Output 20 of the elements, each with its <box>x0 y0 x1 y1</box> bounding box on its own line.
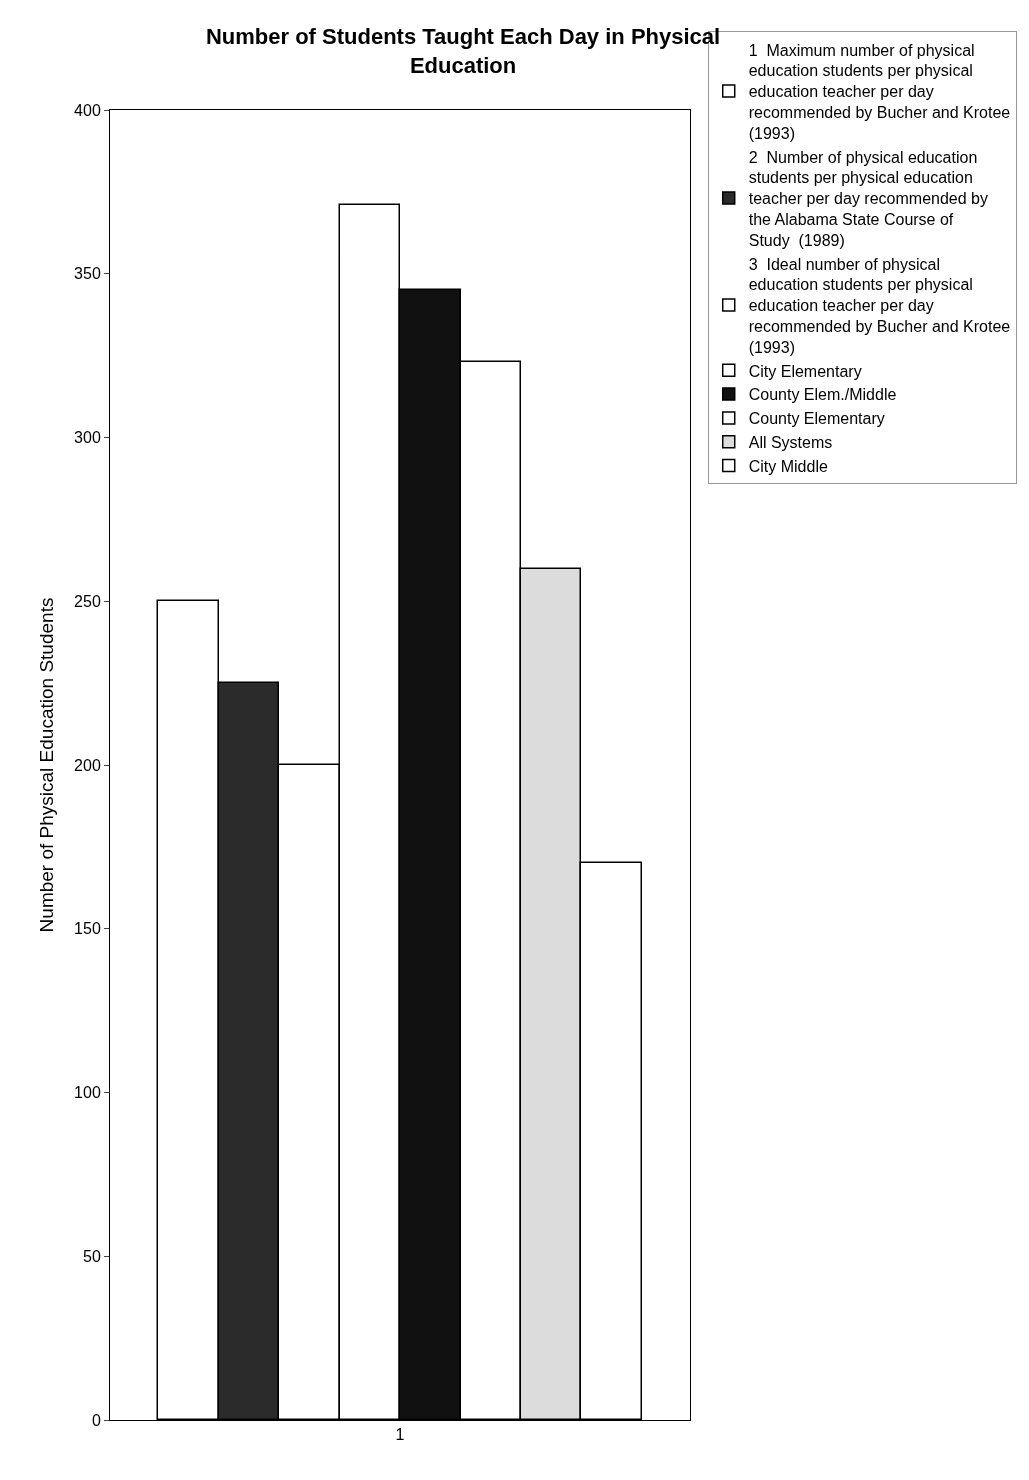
legend-label: 1 Maximum number of physical education students per physical education teacher per day recommended by Bucher and Krotee (1993) <box>748 41 1011 142</box>
y-tick-label: 150 <box>74 920 101 938</box>
x-tick-label: 1 <box>395 1426 405 1444</box>
legend-label: 3 Ideal number of physical education students per physical education teacher per day recommended by Bucher and Krotee (1993) <box>748 255 1011 356</box>
y-tick-label: 400 <box>74 101 101 119</box>
chart-title: Number of Students Taught Each Day in Physical Education <box>205 24 721 78</box>
y-tick-label: 0 <box>91 1411 101 1429</box>
y-tick-label: 100 <box>74 1084 101 1102</box>
y-tick-label: 250 <box>74 592 101 610</box>
y-tick-label: 50 <box>83 1247 101 1265</box>
y-tick-label: 200 <box>74 756 101 774</box>
y-axis-title: Number of Physical Education Students <box>35 597 57 933</box>
y-tick-label: 350 <box>74 265 101 283</box>
legend-label: County Elementary <box>748 410 885 428</box>
y-tick-label: 300 <box>74 429 101 447</box>
legend-label: All Systems <box>748 433 833 451</box>
legend-label: County Elem./Middle <box>748 386 897 404</box>
legend-label: City Elementary <box>748 362 862 380</box>
legend-label: 2 Number of physical education students per physical education teacher per day recommended by the Alabama State Course of Study (1989) <box>748 148 988 249</box>
legend-label: City Middle <box>748 457 828 475</box>
